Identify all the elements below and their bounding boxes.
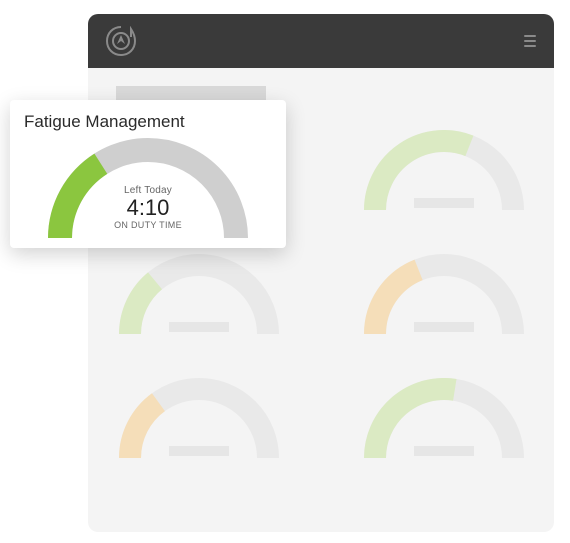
page-title-skeleton <box>116 86 266 100</box>
gauge-tile <box>361 254 526 332</box>
gauge-tile <box>116 254 281 332</box>
gauge-tile <box>361 130 526 208</box>
card-title: Fatigue Management <box>24 112 272 132</box>
duty-label: ON DUTY TIME <box>48 220 248 230</box>
card-gauge: Left Today 4:10 ON DUTY TIME <box>48 138 248 238</box>
topbar <box>88 14 554 68</box>
app-frame <box>88 14 554 532</box>
gauge-tile <box>361 378 526 456</box>
time-value: 4:10 <box>48 196 248 220</box>
fatigue-card: Fatigue Management Left Today 4:10 ON DU… <box>10 100 286 248</box>
gauge-tile <box>116 378 281 456</box>
menu-icon[interactable] <box>524 35 536 47</box>
logo-icon <box>106 26 136 56</box>
